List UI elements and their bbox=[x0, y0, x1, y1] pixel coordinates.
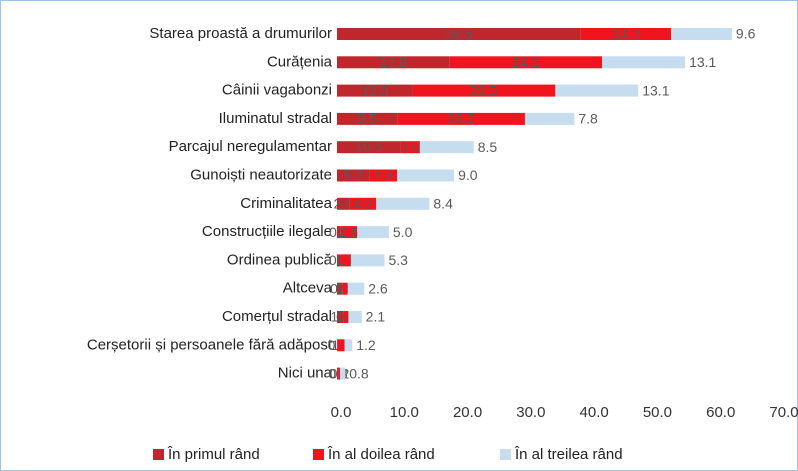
data-label: 24.1 bbox=[512, 54, 539, 70]
category-label: Comerțul stradal bbox=[222, 308, 332, 325]
data-label: 9.0 bbox=[458, 167, 478, 183]
data-label: 1.2 bbox=[356, 337, 376, 353]
bar-segment bbox=[340, 254, 351, 267]
legend-swatch bbox=[500, 449, 511, 460]
data-label: 4.3 bbox=[374, 167, 394, 183]
x-tick-label: 70.0 bbox=[769, 404, 798, 421]
bar-segment bbox=[337, 226, 341, 239]
category-label: Altceva bbox=[283, 280, 333, 297]
bar-segment bbox=[348, 311, 362, 323]
data-label: 5.2 bbox=[344, 167, 364, 183]
x-tick-label: 60.0 bbox=[706, 404, 735, 421]
legend-swatch bbox=[313, 449, 324, 460]
data-label: 0.2 bbox=[330, 365, 350, 381]
bar-segment bbox=[376, 197, 430, 210]
bar-segment bbox=[344, 339, 353, 352]
x-tick-label: 10.0 bbox=[390, 404, 419, 421]
data-label: 14.3 bbox=[612, 26, 639, 42]
data-label: 3.0 bbox=[401, 139, 421, 155]
data-label: 2.6 bbox=[339, 224, 359, 240]
category-label: Iluminatul stradal bbox=[219, 110, 332, 127]
category-label: Gunoiști neautorizate bbox=[190, 166, 332, 183]
data-label: 13.1 bbox=[689, 54, 716, 70]
bar-segment bbox=[337, 56, 450, 69]
bar-segment bbox=[555, 84, 639, 97]
bar-segment bbox=[419, 141, 474, 154]
bar-segment bbox=[337, 169, 370, 182]
category-label: Ordinea publică bbox=[227, 251, 333, 268]
data-label: 2.0 bbox=[334, 196, 354, 212]
bar-segment bbox=[343, 311, 349, 323]
bar-segment bbox=[602, 56, 686, 69]
bar-segment bbox=[397, 112, 525, 125]
bar-segment bbox=[671, 28, 732, 40]
data-label: 9.5 bbox=[357, 111, 377, 127]
category-label: Starea proastă a drumurilor bbox=[149, 25, 332, 42]
bar-segment bbox=[449, 56, 603, 69]
bar-segment bbox=[349, 197, 377, 210]
category-label: Cerșetorii și persoanele fără adăpost bbox=[87, 336, 333, 353]
data-label: 17.8 bbox=[380, 54, 407, 70]
data-label: 2.6 bbox=[368, 280, 388, 296]
bar-segment bbox=[357, 226, 389, 239]
x-tick-label: 0.0 bbox=[331, 404, 352, 421]
bar-segment bbox=[524, 112, 575, 125]
bar-segment bbox=[337, 339, 338, 352]
data-label: 9.6 bbox=[736, 26, 756, 42]
bar-segment bbox=[369, 169, 398, 182]
bar-segment bbox=[337, 367, 339, 380]
data-label: 22.5 bbox=[471, 82, 498, 98]
data-label: 0.8 bbox=[349, 365, 369, 381]
data-label: 20.2 bbox=[447, 111, 474, 127]
legend-label: În al treilea rând bbox=[514, 446, 623, 463]
bar-segment bbox=[347, 282, 365, 295]
bar-segment bbox=[400, 141, 420, 154]
bar-segment bbox=[350, 254, 385, 267]
bar-segment bbox=[337, 84, 413, 97]
legend-swatch bbox=[153, 449, 164, 460]
data-label: 8.5 bbox=[478, 139, 498, 155]
bar-segment bbox=[340, 226, 358, 239]
bar-segment bbox=[337, 339, 345, 352]
bar-segment bbox=[338, 367, 341, 380]
legend-label: În primul rând bbox=[167, 446, 260, 463]
data-label: 13.1 bbox=[642, 82, 669, 98]
bar-segment bbox=[340, 367, 346, 380]
category-label: Parcajul neregulamentar bbox=[169, 138, 332, 155]
bar-segment bbox=[342, 282, 348, 295]
data-label: 5.0 bbox=[393, 224, 413, 240]
bar-segment bbox=[412, 84, 556, 97]
bar-segment bbox=[337, 141, 401, 154]
data-label: 10.1 bbox=[355, 139, 382, 155]
x-tick-label: 50.0 bbox=[643, 404, 672, 421]
category-label: Câinii vagabonzi bbox=[222, 82, 332, 99]
x-tick-label: 20.0 bbox=[453, 404, 482, 421]
data-label: 4.2 bbox=[353, 196, 373, 212]
data-label: 12.0 bbox=[361, 82, 388, 98]
bar-segment bbox=[337, 28, 581, 40]
data-label: 1.7 bbox=[336, 252, 356, 268]
bar-segment bbox=[337, 282, 343, 295]
x-tick-label: 40.0 bbox=[580, 404, 609, 421]
bar-segment bbox=[337, 254, 341, 267]
data-label: 5.3 bbox=[388, 252, 408, 268]
data-label: 38.5 bbox=[445, 26, 472, 42]
legend-label: În al doilea rând bbox=[327, 446, 435, 463]
data-label: 7.8 bbox=[578, 111, 598, 127]
bar-segment bbox=[337, 197, 350, 210]
x-tick-label: 30.0 bbox=[516, 404, 545, 421]
category-label: Criminalitatea bbox=[240, 195, 332, 212]
data-label: 2.1 bbox=[366, 309, 386, 325]
data-label: 8.4 bbox=[433, 196, 453, 212]
bar-segment bbox=[337, 112, 398, 125]
bar-segment bbox=[397, 169, 455, 182]
category-label: Curățenia bbox=[267, 53, 333, 70]
category-label: Construcțiile ilegale bbox=[202, 223, 332, 240]
bar-segment bbox=[580, 28, 672, 40]
bar-segment bbox=[337, 311, 344, 323]
category-label: Nici una bbox=[278, 365, 333, 382]
